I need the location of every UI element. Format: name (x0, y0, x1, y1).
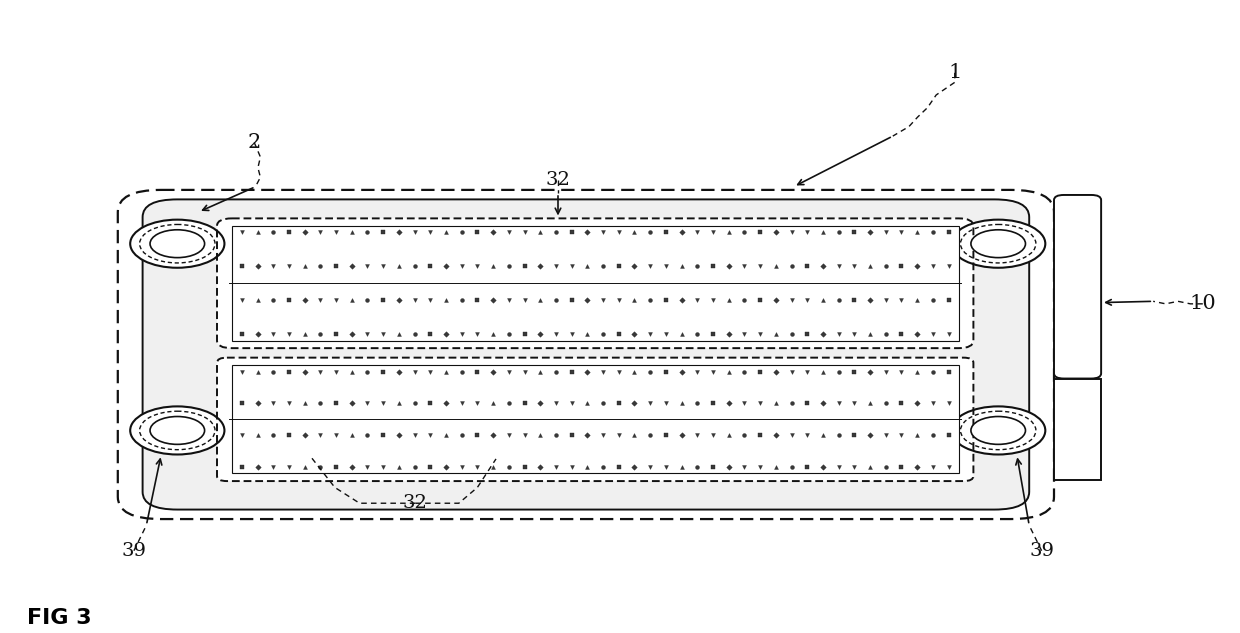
Text: 32: 32 (403, 494, 428, 512)
Circle shape (951, 406, 1045, 454)
FancyBboxPatch shape (217, 218, 973, 348)
Circle shape (971, 417, 1025, 444)
Bar (232, 226, 959, 341)
Circle shape (150, 417, 205, 444)
Text: 39: 39 (1029, 542, 1054, 560)
Text: 2: 2 (248, 133, 260, 152)
Circle shape (951, 220, 1045, 268)
Circle shape (130, 406, 224, 454)
Circle shape (150, 230, 205, 258)
Text: 32: 32 (546, 172, 570, 189)
Text: 10: 10 (1189, 294, 1216, 313)
Circle shape (130, 220, 224, 268)
FancyBboxPatch shape (143, 199, 1029, 510)
Bar (232, 365, 959, 473)
FancyBboxPatch shape (118, 190, 1054, 519)
Bar (1054, 379, 1101, 480)
FancyBboxPatch shape (1054, 195, 1101, 379)
Text: FIG 3: FIG 3 (27, 608, 92, 628)
Text: 39: 39 (122, 542, 146, 560)
Circle shape (971, 230, 1025, 258)
Text: 1: 1 (949, 63, 961, 82)
FancyBboxPatch shape (217, 358, 973, 481)
